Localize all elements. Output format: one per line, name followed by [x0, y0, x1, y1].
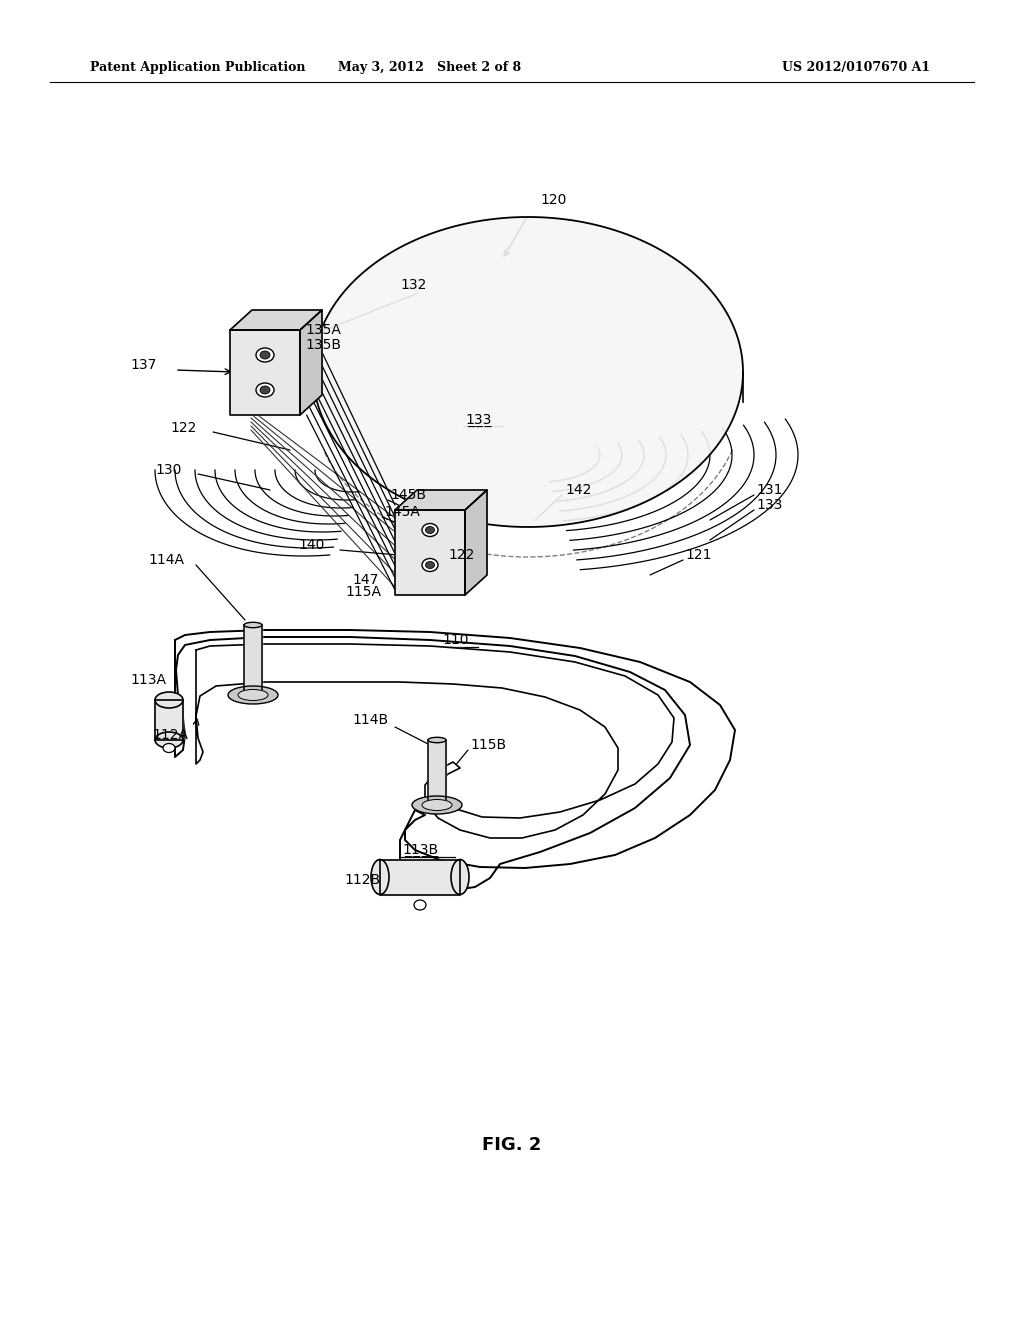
- Ellipse shape: [422, 800, 452, 810]
- Ellipse shape: [422, 558, 438, 572]
- Polygon shape: [465, 490, 487, 595]
- Ellipse shape: [155, 692, 183, 708]
- Text: 114B: 114B: [352, 713, 388, 727]
- Text: 130: 130: [155, 463, 181, 477]
- Text: 147: 147: [352, 573, 379, 587]
- Polygon shape: [230, 310, 322, 330]
- Text: 115A: 115A: [345, 585, 381, 599]
- Text: 131: 131: [756, 483, 782, 498]
- Text: 145A: 145A: [384, 506, 420, 519]
- Polygon shape: [428, 741, 446, 805]
- Text: 120: 120: [540, 193, 566, 207]
- Text: US 2012/0107670 A1: US 2012/0107670 A1: [782, 62, 930, 74]
- Polygon shape: [155, 700, 183, 741]
- Text: 145B: 145B: [390, 488, 426, 502]
- Text: 122: 122: [449, 548, 474, 562]
- Polygon shape: [380, 861, 460, 895]
- Ellipse shape: [163, 743, 175, 752]
- Polygon shape: [230, 330, 300, 414]
- Ellipse shape: [244, 622, 262, 628]
- Polygon shape: [313, 216, 743, 527]
- Polygon shape: [244, 624, 262, 696]
- Text: 135A: 135A: [305, 323, 341, 337]
- Ellipse shape: [426, 561, 434, 569]
- Text: 114A: 114A: [148, 553, 184, 568]
- Text: FIG. 2: FIG. 2: [482, 1137, 542, 1154]
- Text: 1̲1̲3̲B̲: 1̲1̲3̲B̲: [402, 843, 438, 857]
- Ellipse shape: [371, 859, 389, 895]
- Ellipse shape: [155, 733, 183, 748]
- Text: 1̲3̲3̲: 1̲3̲3̲: [465, 413, 492, 426]
- Polygon shape: [196, 644, 674, 838]
- Ellipse shape: [451, 859, 469, 895]
- Text: 132: 132: [400, 279, 426, 292]
- Ellipse shape: [412, 796, 462, 814]
- Ellipse shape: [422, 524, 438, 536]
- Ellipse shape: [260, 385, 270, 393]
- Text: 133: 133: [756, 498, 782, 512]
- Ellipse shape: [260, 351, 270, 359]
- Text: 140: 140: [298, 539, 325, 552]
- Polygon shape: [395, 490, 487, 510]
- Text: 122: 122: [170, 421, 197, 436]
- Text: Patent Application Publication: Patent Application Publication: [90, 62, 305, 74]
- Text: 112A: 112A: [152, 729, 188, 742]
- Text: 115B: 115B: [470, 738, 506, 752]
- Text: May 3, 2012   Sheet 2 of 8: May 3, 2012 Sheet 2 of 8: [339, 62, 521, 74]
- Polygon shape: [395, 510, 465, 595]
- Text: 112B: 112B: [344, 873, 380, 887]
- Text: 137: 137: [130, 358, 157, 372]
- Ellipse shape: [426, 527, 434, 533]
- Text: 113A: 113A: [130, 673, 166, 686]
- Ellipse shape: [228, 686, 278, 704]
- Polygon shape: [300, 310, 322, 414]
- Text: 135B: 135B: [305, 338, 341, 352]
- Text: 110: 110: [442, 634, 469, 647]
- Ellipse shape: [238, 689, 268, 701]
- Ellipse shape: [428, 738, 446, 743]
- Text: 142: 142: [565, 483, 592, 498]
- Ellipse shape: [414, 900, 426, 909]
- Ellipse shape: [256, 348, 274, 362]
- Text: 121: 121: [685, 548, 712, 562]
- Ellipse shape: [256, 383, 274, 397]
